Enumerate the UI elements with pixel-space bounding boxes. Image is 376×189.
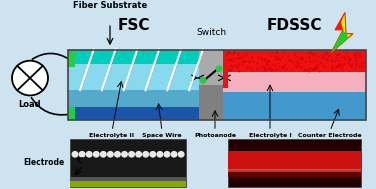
Circle shape bbox=[177, 151, 185, 158]
Circle shape bbox=[86, 151, 92, 158]
Bar bbox=[228, 169, 361, 172]
Bar bbox=[68, 64, 199, 90]
Bar bbox=[223, 50, 366, 72]
Circle shape bbox=[100, 151, 107, 158]
Circle shape bbox=[128, 151, 135, 158]
Text: Space Wire: Space Wire bbox=[142, 133, 182, 138]
Circle shape bbox=[135, 151, 142, 158]
Text: Counter Electrode: Counter Electrode bbox=[298, 133, 362, 138]
Circle shape bbox=[71, 151, 79, 158]
Circle shape bbox=[142, 151, 149, 158]
Bar bbox=[199, 50, 223, 85]
Bar bbox=[70, 181, 186, 187]
Polygon shape bbox=[335, 12, 345, 30]
Text: Switch: Switch bbox=[196, 28, 226, 37]
Circle shape bbox=[149, 151, 156, 158]
Bar bbox=[70, 139, 186, 187]
Polygon shape bbox=[331, 12, 353, 53]
Circle shape bbox=[171, 151, 177, 158]
Bar bbox=[68, 50, 75, 67]
Circle shape bbox=[93, 151, 100, 158]
Bar bbox=[68, 90, 199, 107]
Text: Photoanode: Photoanode bbox=[194, 133, 236, 138]
Bar bbox=[223, 72, 366, 92]
Circle shape bbox=[164, 151, 170, 158]
Bar bbox=[223, 92, 366, 120]
Bar bbox=[68, 107, 199, 120]
Circle shape bbox=[121, 151, 128, 158]
Polygon shape bbox=[331, 30, 349, 53]
Text: Electrolyte II: Electrolyte II bbox=[89, 133, 135, 138]
Bar bbox=[223, 60, 228, 88]
Text: FSC: FSC bbox=[117, 18, 150, 33]
Bar bbox=[228, 172, 361, 177]
Text: Fiber Substrate: Fiber Substrate bbox=[73, 1, 147, 10]
Text: Electrolyte I: Electrolyte I bbox=[249, 133, 291, 138]
Bar bbox=[68, 50, 199, 64]
Circle shape bbox=[12, 61, 48, 95]
Circle shape bbox=[107, 151, 114, 158]
Bar bbox=[68, 50, 366, 120]
Bar bbox=[199, 50, 223, 120]
Circle shape bbox=[79, 151, 86, 158]
Circle shape bbox=[156, 151, 164, 158]
Bar bbox=[228, 151, 361, 170]
Text: Load: Load bbox=[19, 100, 41, 109]
Circle shape bbox=[200, 77, 207, 84]
Bar bbox=[70, 177, 186, 181]
Circle shape bbox=[114, 151, 121, 158]
Bar bbox=[68, 107, 75, 120]
Circle shape bbox=[215, 65, 223, 72]
Text: FDSSC: FDSSC bbox=[267, 18, 322, 33]
Text: Electrode: Electrode bbox=[24, 158, 65, 167]
Bar bbox=[228, 139, 361, 187]
